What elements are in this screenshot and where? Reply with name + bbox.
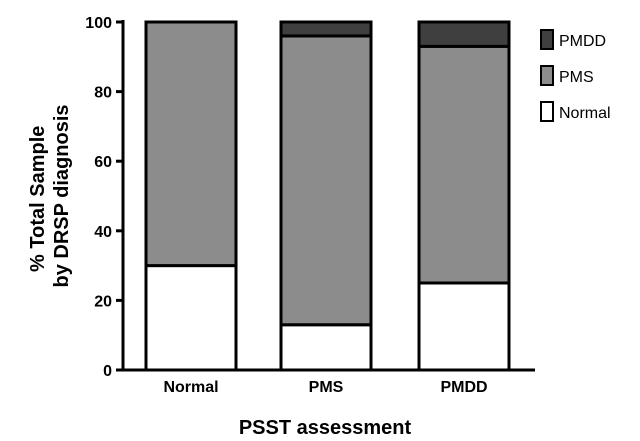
bar-segment-pmdd-normal xyxy=(417,281,511,372)
legend-label-normal: Normal xyxy=(559,105,611,122)
y-axis-title-line-2: by DRSP diagnosis xyxy=(51,104,73,287)
bar-segment-pmdd-pms xyxy=(417,44,511,285)
legend-swatch-normal xyxy=(540,101,554,122)
x-tick-label-pmdd: PMDD xyxy=(440,379,487,396)
y-tick-label-60: 60 xyxy=(94,154,112,171)
bar-segment-normal-normal xyxy=(144,264,238,372)
y-tick-label-0: 0 xyxy=(103,363,112,380)
x-tick-label-pms: PMS xyxy=(309,379,344,396)
x-axis-title: PSST assessment xyxy=(239,417,412,439)
y-axis-title: % Total Sample by DRSP diagnosis xyxy=(27,104,73,287)
legend-label-pms: PMS xyxy=(559,69,594,86)
y-tick-label-80: 80 xyxy=(94,85,112,102)
legend: PMDD PMS Normal xyxy=(540,29,611,122)
legend-swatch-pmdd xyxy=(540,29,554,50)
bar-segment-normal-pms xyxy=(144,20,238,268)
bar-segment-pms-pms xyxy=(279,34,373,327)
x-axis: Normal PMS PMDD xyxy=(121,368,535,396)
y-tick-label-40: 40 xyxy=(94,224,112,241)
bar-segment-pms-normal xyxy=(279,323,373,372)
plot-area xyxy=(144,20,511,372)
legend-swatch-pms xyxy=(540,65,554,86)
bar-segment-pmdd-pmdd xyxy=(417,20,511,48)
y-axis: 0 20 40 60 80 100 xyxy=(85,15,125,380)
bar-segment-pms-pmdd xyxy=(279,20,373,38)
x-tick-label-normal: Normal xyxy=(163,379,218,396)
y-tick-label-20: 20 xyxy=(94,293,112,310)
y-axis-title-line-1: % Total Sample xyxy=(27,126,49,272)
legend-label-pmdd: PMDD xyxy=(559,33,606,50)
y-tick-label-100: 100 xyxy=(85,15,112,32)
